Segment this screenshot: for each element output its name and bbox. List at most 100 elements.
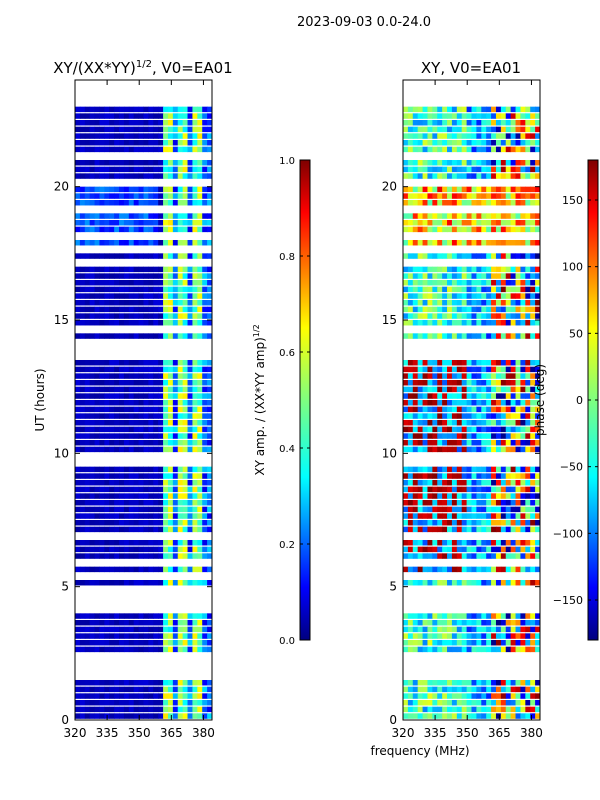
right-heatmap-cell xyxy=(486,480,492,486)
left-heatmap-cell xyxy=(104,366,110,373)
left-heatmap-cell xyxy=(163,106,169,113)
left-heatmap-cell xyxy=(114,546,120,553)
left-heatmap-cell xyxy=(187,466,193,473)
right-heatmap-cell xyxy=(403,213,409,219)
right-heatmap-cell xyxy=(525,400,531,406)
left-heatmap-cell xyxy=(172,440,179,446)
left-heatmap-cell xyxy=(187,186,193,193)
left-heatmap-cell xyxy=(158,120,164,126)
right-heatmap-cell xyxy=(481,446,487,453)
right-heatmap-cell xyxy=(471,113,477,119)
left-heatmap-cell xyxy=(197,486,203,493)
left-heatmap-cell xyxy=(94,160,100,166)
right-heatmap-cell xyxy=(486,706,492,713)
right-heatmap-cell xyxy=(515,553,521,559)
right-heatmap-cell xyxy=(437,620,443,626)
left-heatmap-cell xyxy=(202,440,208,446)
left-heatmap-cell xyxy=(133,646,140,653)
right-heatmap-cell xyxy=(505,213,512,219)
left-heatmap-cell xyxy=(182,680,189,686)
left-heatmap-cell xyxy=(99,166,105,173)
right-heatmap-cell xyxy=(515,146,521,153)
right-heatmap-cell xyxy=(535,546,540,553)
left-heatmap-cell xyxy=(192,213,198,219)
right-heatmap-cell xyxy=(407,320,414,326)
left-heatmap-cell xyxy=(79,280,86,286)
right-heatmap-cell xyxy=(461,426,468,433)
left-heatmap-cell xyxy=(163,386,169,393)
left-heatmap-cell xyxy=(192,293,198,299)
left-heatmap-cell xyxy=(84,626,91,633)
right-heatmap-cell xyxy=(456,226,463,233)
left-heatmap-cell xyxy=(158,433,164,439)
right-heatmap-cell xyxy=(515,433,521,439)
left-heatmap-cell xyxy=(128,520,135,526)
left-heatmap-cell xyxy=(158,113,164,119)
left-heatmap-cell xyxy=(123,506,130,513)
right-heatmap-cell xyxy=(515,686,521,693)
right-heatmap-cell xyxy=(422,380,428,386)
right-heatmap-cell xyxy=(422,466,428,473)
left-heatmap-cell xyxy=(75,113,81,119)
right-heatmap-cell xyxy=(525,426,531,433)
left-heatmap-cell xyxy=(109,420,115,426)
left-heatmap-cell xyxy=(84,226,91,233)
left-heatmap-cell xyxy=(177,360,184,366)
left-heatmap-cell xyxy=(187,646,193,653)
left-heatmap-cell xyxy=(119,113,125,119)
left-heatmap-cell xyxy=(192,386,198,393)
right-heatmap-cell xyxy=(525,266,531,273)
right-heatmap-cell xyxy=(417,306,424,313)
right-heatmap-cell xyxy=(466,553,472,559)
left-heatmap-cell xyxy=(202,120,208,126)
right-heatmap-cell xyxy=(500,580,507,586)
left-heatmap-cell xyxy=(153,320,159,326)
left-heatmap-cell xyxy=(114,486,120,493)
right-heatmap-cell xyxy=(500,220,507,226)
left-heatmap-cell xyxy=(84,360,91,366)
right-heatmap-cell xyxy=(447,193,453,199)
left-heatmap-cell xyxy=(187,220,193,226)
right-heatmap-cell xyxy=(447,306,453,313)
right-heatmap-cell xyxy=(456,146,463,153)
right-heatmap-cell xyxy=(525,566,531,573)
right-heatmap-cell xyxy=(505,420,512,426)
right-heatmap-cell xyxy=(495,320,502,326)
right-heatmap-cell xyxy=(515,500,521,506)
right-heatmap-cell xyxy=(500,420,507,426)
left-heatmap-cell xyxy=(99,106,105,113)
left-heatmap-cell xyxy=(119,540,125,546)
left-heatmap-cell xyxy=(192,220,198,226)
left-heatmap-cell xyxy=(99,300,105,306)
right-heatmap-cell xyxy=(427,446,433,453)
right-heatmap-cell xyxy=(417,546,424,553)
right-heatmap-cell xyxy=(471,140,477,146)
left-heatmap-cell xyxy=(94,240,100,246)
left-heatmap-cell xyxy=(114,493,120,499)
left-heatmap-cell xyxy=(119,706,125,713)
left-heatmap-cell xyxy=(84,686,91,693)
left-heatmap-cell xyxy=(133,120,140,126)
right-heatmap-cell xyxy=(432,360,438,366)
right-heatmap-cell xyxy=(437,433,443,439)
left-heatmap-cell xyxy=(79,500,86,506)
left-heatmap-cell xyxy=(163,200,169,206)
right-heatmap-cell xyxy=(403,480,409,486)
right-heatmap-cell xyxy=(432,173,438,179)
right-heatmap-cell xyxy=(407,613,414,619)
right-heatmap-cell xyxy=(451,420,458,426)
left-heatmap-cell xyxy=(89,626,96,633)
right-heatmap-cell xyxy=(412,106,419,113)
right-heatmap-cell xyxy=(471,633,477,639)
right-heatmap-cell xyxy=(491,226,497,233)
right-heatmap-cell xyxy=(520,280,526,286)
left-heatmap-cell xyxy=(153,426,159,433)
right-heatmap-cell xyxy=(505,580,512,586)
right-heatmap-cell xyxy=(491,486,497,493)
left-heatmap-cell xyxy=(153,506,159,513)
right-heatmap-cell xyxy=(520,466,526,473)
right-heatmap-cell xyxy=(505,120,512,126)
left-heatmap-cell xyxy=(167,106,174,113)
left-heatmap-cell xyxy=(192,166,198,173)
right-heatmap-cell xyxy=(520,486,526,493)
